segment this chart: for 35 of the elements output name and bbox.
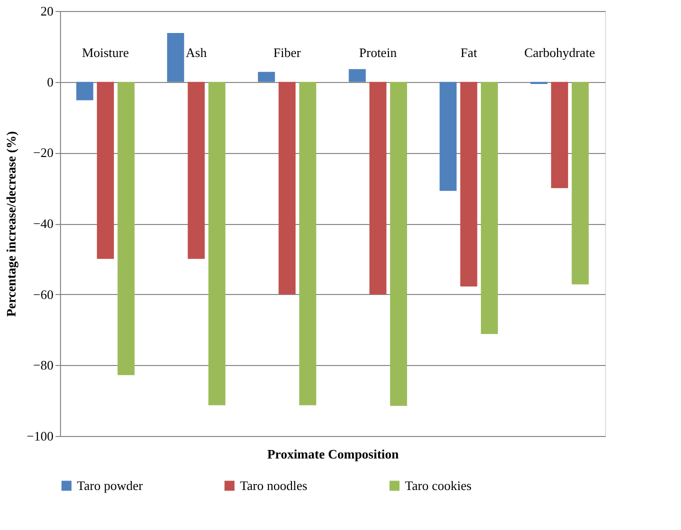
y-axis-title: Percentage increase/decrease (%) [4, 131, 19, 317]
x-tick-label: Fiber [273, 45, 302, 60]
y-tick-label: −80 [33, 358, 54, 373]
x-tick-label: Carbohydrate [524, 45, 596, 60]
bar [76, 82, 94, 100]
y-tick-label: 20 [40, 4, 54, 18]
legend-label: Taro noodles [240, 478, 308, 493]
bar [118, 82, 135, 376]
bar [299, 82, 316, 406]
x-tick-label: Ash [186, 45, 208, 60]
x-tick-label: Moisture [82, 45, 130, 60]
y-tick-label: −40 [33, 216, 54, 231]
x-axis-title: Proximate Composition [267, 446, 400, 462]
bar [480, 82, 498, 334]
y-tick-label: 0 [47, 74, 54, 90]
bar [208, 82, 226, 406]
bar [258, 72, 275, 82]
bar [348, 69, 366, 82]
bar [188, 82, 205, 259]
bar [167, 32, 184, 82]
bar [572, 82, 589, 284]
y-tick-label: −60 [33, 286, 54, 302]
bar [460, 82, 478, 287]
bar [369, 82, 386, 294]
y-tick-label: −20 [33, 145, 54, 160]
legend-label: Taro cookies [405, 478, 472, 493]
bar [278, 82, 296, 294]
bar [390, 82, 408, 406]
bar [96, 82, 114, 259]
bar [551, 82, 568, 188]
x-tick-label: Protein [359, 45, 398, 60]
legend-label: Taro powder [77, 478, 144, 493]
bar [440, 82, 457, 191]
y-tick-label: −100 [26, 428, 54, 444]
x-tick-label: Fat [460, 45, 478, 60]
